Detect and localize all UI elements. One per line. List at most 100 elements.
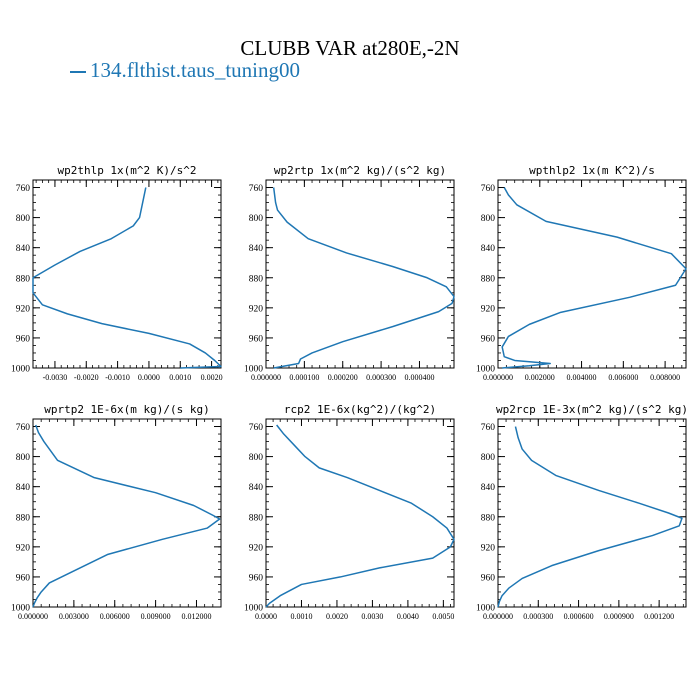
y-tick-label: 920 bbox=[16, 543, 31, 553]
y-tick-label: 760 bbox=[249, 184, 264, 194]
y-tick-label: 920 bbox=[249, 543, 264, 553]
y-tick-label: 840 bbox=[249, 244, 264, 254]
y-tick-label: 920 bbox=[249, 304, 264, 314]
plot-frame bbox=[265, 179, 455, 369]
legend-line-swatch bbox=[70, 71, 86, 74]
series-line bbox=[32, 187, 222, 369]
x-tick-label: 0.0010 bbox=[290, 612, 312, 621]
series-line bbox=[501, 187, 687, 369]
y-tick-label: 760 bbox=[481, 184, 496, 194]
panel-2: wp2rtp 1x(m^2 kg)/(s^2 kg) 760 800 840 880 92… bbox=[244, 164, 455, 382]
x-tick-label: 0.000000 bbox=[483, 612, 513, 621]
plot-frame bbox=[265, 418, 455, 608]
x-tick-label: 0.006000 bbox=[608, 373, 638, 382]
series-line bbox=[32, 424, 221, 608]
y-tick-label: 800 bbox=[16, 453, 31, 463]
x-tick-label: 0.012000 bbox=[181, 612, 211, 621]
panel-6: wp2rcp 1E-3x(m^2 kg)/(s^2 kg)760 800 840 88… bbox=[476, 403, 688, 621]
series-line bbox=[272, 187, 455, 369]
y-tick-label: 800 bbox=[16, 214, 31, 224]
x-tick-label: -0.0030 bbox=[43, 373, 68, 382]
panel-1: wp2thlp 1x(m^2 K)/s^2 760 800 840 880 920 960 1… bbox=[11, 164, 223, 382]
y-tick-label: 760 bbox=[16, 423, 31, 433]
plot-frame bbox=[32, 418, 222, 608]
panel-title: wprtp2 1E-6x(m kg)/(s kg) bbox=[44, 403, 210, 416]
x-tick-label: 0.008000 bbox=[650, 373, 680, 382]
y-tick-label: 880 bbox=[249, 513, 264, 523]
y-tick-label: 840 bbox=[481, 483, 496, 493]
panel-4: wprtp2 1E-6x(m kg)/(s kg) 760 800 840 880 920… bbox=[11, 403, 222, 621]
x-tick-label: 0.009000 bbox=[141, 612, 171, 621]
y-tick-label: 800 bbox=[481, 453, 496, 463]
y-tick-label: 920 bbox=[481, 543, 496, 553]
x-tick-label: 0.000200 bbox=[328, 373, 358, 382]
y-tick-label: 960 bbox=[249, 334, 264, 344]
plot-frame bbox=[497, 179, 687, 369]
y-tick-label: 760 bbox=[249, 423, 264, 433]
y-tick-label: 800 bbox=[481, 214, 496, 224]
panel-5: rcp2 1E-6x(kg^2)/(kg^2) 760 800 840 880 920 96… bbox=[244, 403, 455, 621]
plot-frame bbox=[32, 179, 222, 369]
x-tick-label: 0.0000 bbox=[255, 612, 277, 621]
y-tick-label: 840 bbox=[481, 244, 496, 254]
plot-frame bbox=[497, 418, 687, 608]
x-tick-label: 0.000600 bbox=[564, 612, 594, 621]
x-tick-label: -0.0010 bbox=[105, 373, 130, 382]
y-tick-label: 840 bbox=[16, 483, 31, 493]
y-tick-label: 1000 bbox=[476, 604, 495, 614]
x-tick-label: 0.003000 bbox=[59, 612, 89, 621]
y-tick-label: 880 bbox=[481, 513, 496, 523]
x-tick-label: 0.000300 bbox=[366, 373, 396, 382]
panel-title: rcp2 1E-6x(kg^2)/(kg^2) bbox=[284, 403, 436, 416]
y-tick-label: 1000 bbox=[11, 365, 30, 375]
y-tick-label: 760 bbox=[16, 184, 31, 194]
x-tick-label: 0.000300 bbox=[523, 612, 553, 621]
y-tick-label: 920 bbox=[16, 304, 31, 314]
panel-title: wp2rtp 1x(m^2 kg)/(s^2 kg) bbox=[274, 164, 446, 177]
x-tick-label: 0.000400 bbox=[404, 373, 434, 382]
x-tick-label: 0.0050 bbox=[432, 612, 454, 621]
y-tick-label: 840 bbox=[16, 244, 31, 254]
y-tick-label: 1000 bbox=[244, 365, 263, 375]
y-tick-label: 880 bbox=[16, 274, 31, 284]
y-tick-label: 880 bbox=[481, 274, 496, 284]
panel-title: wpthlp2 1x(m K^2)/s bbox=[529, 164, 655, 177]
x-tick-label: 0.000900 bbox=[604, 612, 634, 621]
y-tick-label: 880 bbox=[16, 513, 31, 523]
x-tick-label: 0.0040 bbox=[397, 612, 419, 621]
y-tick-label: 840 bbox=[249, 483, 264, 493]
x-tick-label: 0.006000 bbox=[100, 612, 130, 621]
x-tick-label: 0.004000 bbox=[567, 373, 597, 382]
y-tick-label: 1000 bbox=[244, 604, 263, 614]
y-tick-label: 800 bbox=[249, 214, 264, 224]
series-line bbox=[265, 424, 455, 608]
panel-title: wp2thlp 1x(m^2 K)/s^2 bbox=[57, 164, 196, 177]
y-tick-label: 960 bbox=[16, 334, 31, 344]
x-tick-label: 0.0010 bbox=[169, 373, 191, 382]
y-tick-label: 1000 bbox=[11, 604, 30, 614]
y-tick-label: 960 bbox=[481, 334, 496, 344]
panel-3: wpthlp2 1x(m K^2)/s 760 800 840 880 920 960 100… bbox=[476, 164, 687, 382]
x-tick-label: 0.001200 bbox=[644, 612, 674, 621]
y-tick-label: 1000 bbox=[476, 365, 495, 375]
y-tick-label: 760 bbox=[481, 423, 496, 433]
x-tick-label: 0.0020 bbox=[326, 612, 348, 621]
legend: 134.flthist.taus_tuning00 bbox=[70, 58, 300, 83]
y-tick-label: 960 bbox=[249, 573, 264, 583]
legend-label: 134.flthist.taus_tuning00 bbox=[90, 58, 300, 82]
x-tick-label: 0.002000 bbox=[525, 373, 555, 382]
figure-title: CLUBB VAR at280E,-2N bbox=[240, 36, 460, 60]
x-tick-label: 0.000000 bbox=[251, 373, 281, 382]
x-tick-label: 0.0030 bbox=[361, 612, 383, 621]
y-tick-label: 880 bbox=[249, 274, 264, 284]
x-tick-label: 0.000000 bbox=[483, 373, 513, 382]
y-tick-label: 800 bbox=[249, 453, 264, 463]
x-tick-label: 0.0000 bbox=[138, 373, 160, 382]
x-tick-label: -0.0020 bbox=[74, 373, 99, 382]
x-tick-label: 0.0020 bbox=[201, 373, 223, 382]
y-tick-label: 960 bbox=[481, 573, 496, 583]
panel-title: wp2rcp 1E-3x(m^2 kg)/(s^2 kg) bbox=[496, 403, 688, 416]
series-line bbox=[497, 426, 683, 608]
y-tick-label: 960 bbox=[16, 573, 31, 583]
